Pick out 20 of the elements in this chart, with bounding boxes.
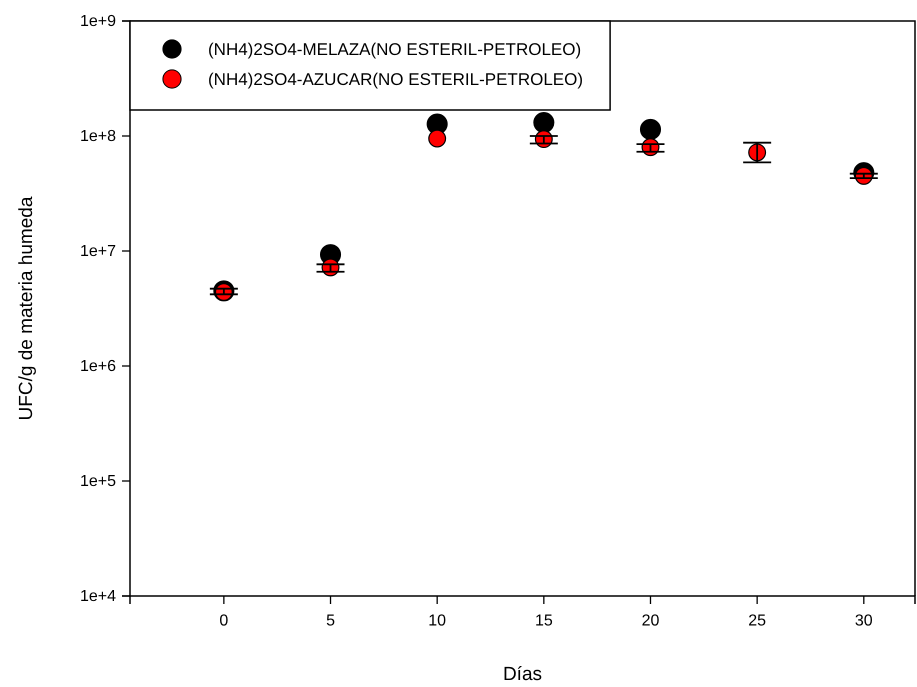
x-tick-label: 0 [219,612,228,630]
point [428,130,446,148]
y-tick-label: 1e+4 [80,588,116,606]
x-tick-label: 10 [428,612,446,630]
point [640,118,662,140]
y-tick-label: 1e+6 [80,358,116,376]
legend-label: (NH4)2SO4-AZUCAR(NO ESTERIL-PETROLEO) [208,70,583,89]
y-tick-label: 1e+5 [80,473,116,490]
x-tick-label: 30 [854,612,873,630]
x-tick-label: 25 [748,612,766,630]
x-tick-label: 15 [534,612,553,630]
y-tick-label: 1e+9 [80,13,116,30]
y-tick-label: 1e+8 [80,128,116,146]
x-tick-label: 5 [326,612,336,630]
x-tick-label: 20 [642,612,660,630]
y-axis-title: UFC/g de materia humeda [16,196,37,420]
y-tick-label: 1e+7 [80,243,116,260]
legend-label: (NH4)2SO4-MELAZA(NO ESTERIL-PETROLEO) [208,40,582,59]
x-axis-title: Días [502,664,542,685]
point [533,112,554,134]
